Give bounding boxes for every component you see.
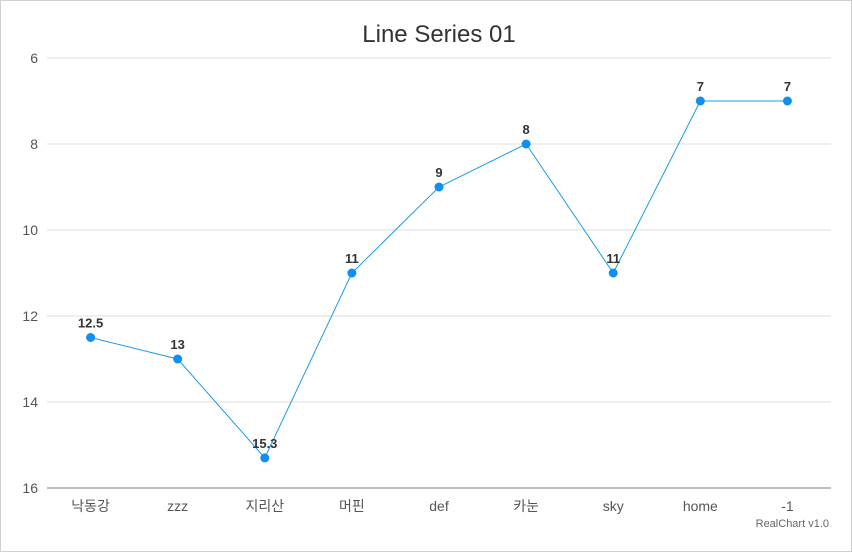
data-labels: 12.5 13 15.3 11 9 8 11 7 7 <box>78 79 791 451</box>
y-tick-label: 6 <box>30 50 38 66</box>
gridlines <box>47 57 831 489</box>
data-label: 7 <box>697 79 704 94</box>
data-point[interactable] <box>347 268 357 278</box>
y-tick-label: 12 <box>22 308 38 324</box>
x-tick-label: sky <box>603 498 624 514</box>
credit-label: RealChart v1.0 <box>756 518 829 530</box>
data-label: 11 <box>345 251 359 266</box>
data-label: 13 <box>170 337 184 352</box>
data-point[interactable] <box>173 354 183 364</box>
chart-title: Line Series 01 <box>362 21 515 48</box>
y-tick-label: 8 <box>30 136 38 152</box>
data-point[interactable] <box>521 139 531 149</box>
x-tick-label: zzz <box>167 498 188 514</box>
y-tick-label: 16 <box>22 480 38 496</box>
data-label: 12.5 <box>78 316 103 331</box>
data-point[interactable] <box>782 96 792 106</box>
series-line-series <box>90 100 788 459</box>
y-axis: 6 8 10 12 14 16 <box>22 50 38 496</box>
x-tick-label: home <box>683 498 718 514</box>
data-point[interactable] <box>434 182 444 192</box>
data-point[interactable] <box>695 96 705 106</box>
x-tick-label: 머핀 <box>339 498 365 514</box>
data-label: 8 <box>522 122 529 137</box>
x-tick-label: 낙동강 <box>71 498 110 514</box>
data-label: 11 <box>606 251 620 266</box>
data-label: 15.3 <box>252 436 277 451</box>
data-point[interactable] <box>260 453 270 463</box>
x-tick-label: def <box>429 498 449 514</box>
x-axis: 낙동강 zzz 지리산 머핀 def 카눈 sky home -1 <box>71 498 794 514</box>
data-point[interactable] <box>86 333 96 342</box>
x-tick-label: 지리산 <box>245 498 284 514</box>
data-points <box>86 96 792 463</box>
x-tick-label: 카눈 <box>513 498 539 514</box>
data-label: 7 <box>784 79 791 94</box>
x-tick-label: -1 <box>781 498 794 514</box>
data-point[interactable] <box>608 268 618 278</box>
data-label: 9 <box>435 165 442 180</box>
series-line <box>90 100 788 459</box>
y-tick-label: 14 <box>22 394 38 410</box>
y-tick-label: 10 <box>22 222 38 238</box>
